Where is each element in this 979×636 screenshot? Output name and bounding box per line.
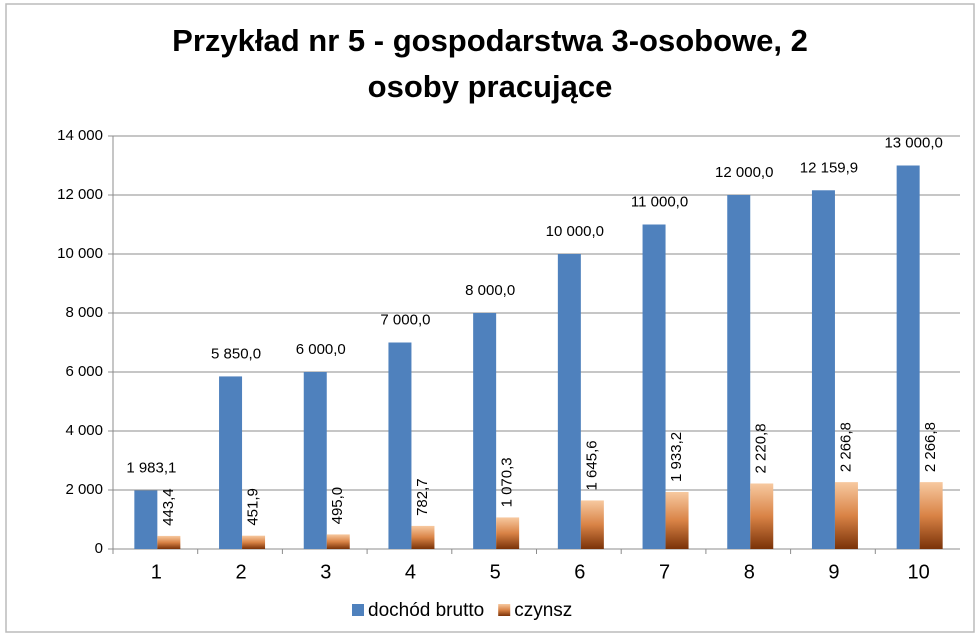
data-label: 13 000,0 <box>884 134 942 151</box>
y-tick-label: 4 000 <box>65 422 103 439</box>
x-tick-label: 10 <box>908 561 930 583</box>
data-label: 1 933,2 <box>668 432 685 482</box>
data-label: 5 850,0 <box>211 345 261 362</box>
bar <box>473 313 497 549</box>
y-tick-label: 8 000 <box>65 304 103 321</box>
x-tick-label: 7 <box>659 561 670 583</box>
data-label: 2 220,8 <box>753 423 770 473</box>
bar <box>896 165 920 549</box>
x-tick-label: 4 <box>405 561 416 583</box>
bar <box>303 372 327 549</box>
bar <box>834 482 858 549</box>
data-label: 6 000,0 <box>296 341 346 358</box>
data-label: 443,4 <box>160 488 177 526</box>
y-tick-label: 2 000 <box>65 481 103 498</box>
legend-label: czynsz <box>514 600 572 621</box>
bar <box>557 254 581 549</box>
bar <box>411 525 435 549</box>
x-tick-label: 2 <box>235 561 246 583</box>
bar <box>326 534 350 549</box>
data-label: 1 645,6 <box>583 440 600 490</box>
data-label: 2 266,8 <box>922 422 939 472</box>
data-label: 8 000,0 <box>465 282 515 299</box>
bar <box>919 482 943 549</box>
x-tick-label: 3 <box>320 561 331 583</box>
bar <box>496 517 520 549</box>
y-tick-label: 6 000 <box>65 363 103 380</box>
bar <box>134 490 158 549</box>
data-label: 10 000,0 <box>546 223 604 240</box>
data-label: 782,7 <box>414 478 431 516</box>
chart-frame <box>5 3 975 633</box>
bar <box>811 190 835 549</box>
bar <box>157 535 181 549</box>
bar <box>727 195 751 549</box>
x-tick-label: 8 <box>744 561 755 583</box>
chart-title: Przykład nr 5 - gospodarstwa 3-osobowe, … <box>172 23 808 104</box>
legend-swatch <box>498 604 511 616</box>
data-label: 12 000,0 <box>715 164 773 181</box>
x-tick-label: 6 <box>574 561 585 583</box>
data-label: 7 000,0 <box>380 311 430 328</box>
bar <box>580 500 604 549</box>
bar <box>219 376 243 549</box>
y-tick-label: 14 000 <box>57 127 103 144</box>
x-tick-label: 9 <box>828 561 839 583</box>
bar <box>750 483 774 549</box>
bar <box>242 535 266 549</box>
legend-label: dochód brutto <box>368 600 484 621</box>
y-tick-label: 12 000 <box>57 186 103 203</box>
data-label: 12 159,9 <box>800 159 858 176</box>
data-label: 451,9 <box>245 488 262 526</box>
data-label: 495,0 <box>329 487 346 525</box>
bar <box>665 491 689 549</box>
legend-swatch <box>352 604 364 616</box>
data-label: 1 070,3 <box>499 457 516 507</box>
bar <box>642 224 666 549</box>
x-tick-label: 1 <box>151 561 162 583</box>
x-tick-label: 5 <box>490 561 501 583</box>
data-label: 2 266,8 <box>837 422 854 472</box>
data-label: 11 000,0 <box>631 193 688 210</box>
bar <box>388 342 412 549</box>
y-tick-label: 0 <box>95 540 103 557</box>
y-tick-label: 10 000 <box>57 245 103 262</box>
data-label: 1 983,1 <box>126 459 176 476</box>
